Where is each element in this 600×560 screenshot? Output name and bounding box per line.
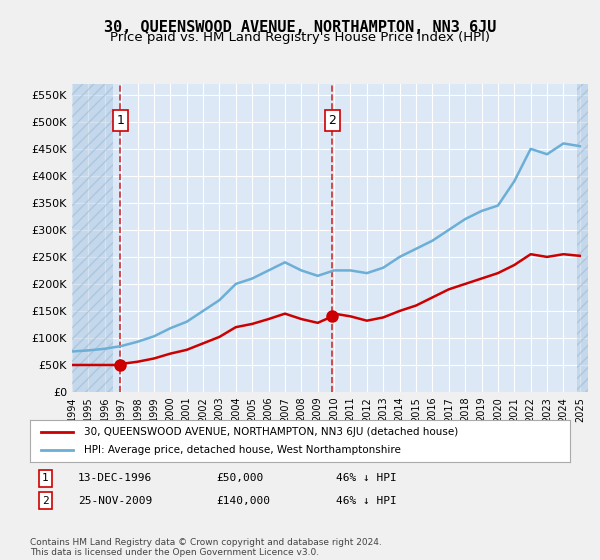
Text: Price paid vs. HM Land Registry's House Price Index (HPI): Price paid vs. HM Land Registry's House … [110, 31, 490, 44]
Bar [577, 84, 588, 392]
Text: 2: 2 [329, 114, 337, 127]
Text: 46% ↓ HPI: 46% ↓ HPI [336, 496, 397, 506]
Text: Contains HM Land Registry data © Crown copyright and database right 2024.
This d: Contains HM Land Registry data © Crown c… [30, 538, 382, 557]
Text: £50,000: £50,000 [216, 473, 263, 483]
Bar [72, 84, 113, 392]
Text: 13-DEC-1996: 13-DEC-1996 [78, 473, 152, 483]
Text: HPI: Average price, detached house, West Northamptonshire: HPI: Average price, detached house, West… [84, 445, 401, 455]
Text: 30, QUEENSWOOD AVENUE, NORTHAMPTON, NN3 6JU (detached house): 30, QUEENSWOOD AVENUE, NORTHAMPTON, NN3 … [84, 427, 458, 437]
Text: £140,000: £140,000 [216, 496, 270, 506]
Text: 30, QUEENSWOOD AVENUE, NORTHAMPTON, NN3 6JU: 30, QUEENSWOOD AVENUE, NORTHAMPTON, NN3 … [104, 20, 496, 35]
Text: 25-NOV-2009: 25-NOV-2009 [78, 496, 152, 506]
Text: 46% ↓ HPI: 46% ↓ HPI [336, 473, 397, 483]
Text: 2: 2 [42, 496, 49, 506]
Text: 1: 1 [42, 473, 49, 483]
Text: 1: 1 [116, 114, 124, 127]
